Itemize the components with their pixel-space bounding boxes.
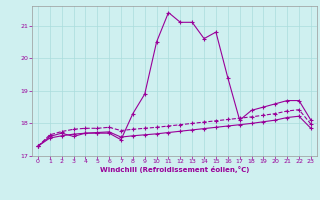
X-axis label: Windchill (Refroidissement éolien,°C): Windchill (Refroidissement éolien,°C) xyxy=(100,166,249,173)
